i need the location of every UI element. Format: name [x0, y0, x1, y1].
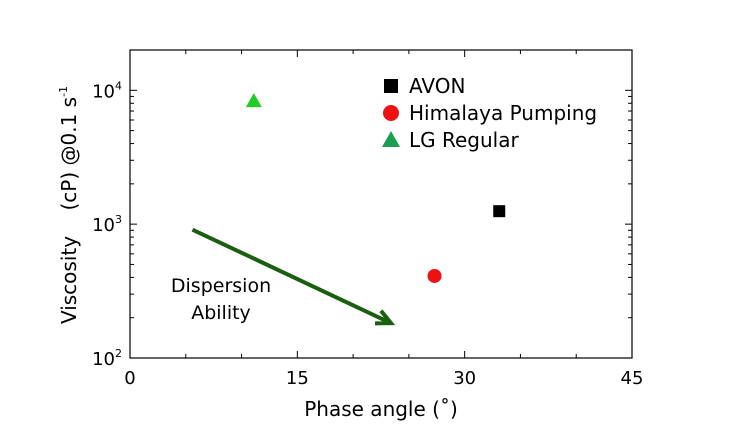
legend-label: AVON	[409, 74, 465, 98]
y-tick-labels: 102 103 104	[92, 79, 122, 370]
legend-label: LG Regular	[409, 128, 519, 152]
legend-marker-triangle	[382, 131, 400, 147]
data-point-triangle	[245, 93, 262, 108]
x-tick-label: 15	[286, 368, 309, 389]
y-tick-label: 104	[92, 79, 122, 102]
legend-marker-square	[384, 79, 398, 93]
x-tick-labels: 0 15 30 45	[124, 368, 643, 389]
y-axis-label: Viscosity (cP) @0.1 s-1	[57, 86, 81, 324]
data-point-circle	[427, 268, 442, 283]
annotation-text: Ability	[191, 302, 251, 324]
y-tick-label: 102	[92, 347, 122, 370]
y-tick-label: 103	[92, 213, 122, 236]
x-axis-label: Phase angle (˚)	[304, 397, 458, 421]
annotation-text: Dispersion	[171, 275, 271, 297]
arrowhead	[375, 309, 396, 326]
legend: AVON Himalaya Pumping LG Regular	[382, 74, 597, 152]
x-tick-label: 0	[124, 368, 135, 389]
legend-label: Himalaya Pumping	[409, 101, 597, 125]
legend-marker-circle	[383, 105, 399, 121]
data-point-square	[493, 205, 506, 218]
plot-frame	[129, 49, 633, 359]
axis-ticks	[129, 49, 633, 359]
arrow-line	[191, 227, 392, 325]
x-tick-label: 30	[453, 368, 476, 389]
data-points	[245, 93, 506, 283]
annotation: Dispersion Ability	[171, 227, 396, 326]
x-tick-label: 45	[621, 368, 644, 389]
